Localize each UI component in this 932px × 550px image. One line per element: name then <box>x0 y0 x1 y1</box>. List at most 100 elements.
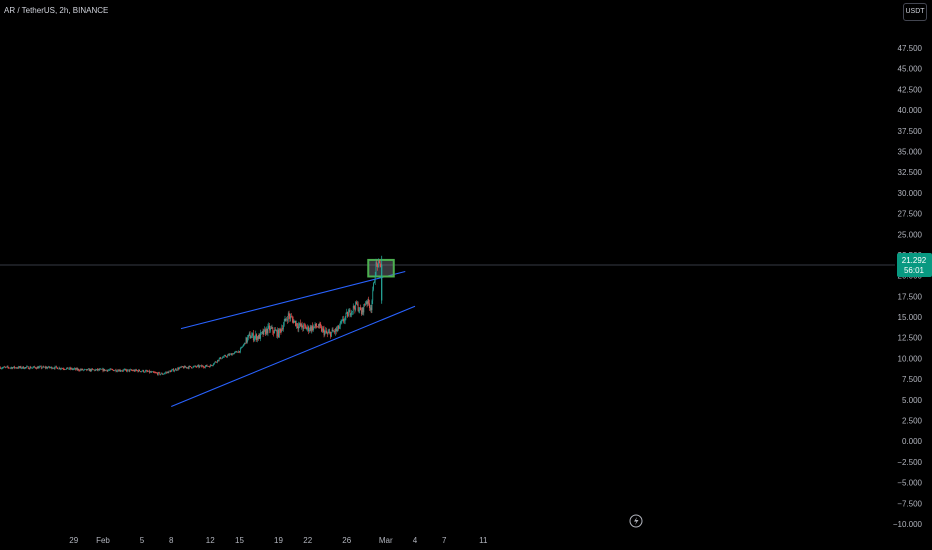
candle-body <box>233 353 235 355</box>
candle-body <box>189 366 191 367</box>
candle-body <box>348 310 350 313</box>
candle-body <box>194 365 196 367</box>
candle-body <box>178 367 180 370</box>
candle-body <box>183 366 185 369</box>
candle-body <box>295 320 296 326</box>
candle-body <box>90 369 92 371</box>
candle-body <box>13 366 15 368</box>
candle-body <box>49 367 51 369</box>
candle-body <box>151 371 153 373</box>
candle-body <box>339 322 341 327</box>
candle-body <box>60 368 62 370</box>
candle-body <box>72 369 74 370</box>
candle-body <box>9 367 11 369</box>
candle-body <box>14 366 15 368</box>
candle-body <box>87 368 89 370</box>
candle-body <box>248 334 249 338</box>
candle-body <box>210 365 212 366</box>
candle-body <box>300 323 302 327</box>
candle-body <box>188 366 190 369</box>
candle-body <box>9 367 10 369</box>
candle-body <box>212 365 214 366</box>
candle-body <box>40 366 41 368</box>
candle-body <box>17 367 19 369</box>
candle-body <box>206 365 208 367</box>
currency-button[interactable]: USDT <box>903 3 927 21</box>
candle-body <box>133 370 135 371</box>
candle-body <box>85 368 87 370</box>
candle-body <box>144 372 145 373</box>
y-tick-label: 15.000 <box>898 313 923 322</box>
candle-body <box>148 370 150 373</box>
candle-body <box>203 366 205 368</box>
candle-body <box>81 368 83 370</box>
candle-body <box>94 369 96 371</box>
candle-body <box>111 369 113 370</box>
lightning-marker[interactable] <box>629 514 643 528</box>
candle-body <box>222 357 223 359</box>
candle-body <box>92 368 93 370</box>
candle-body <box>172 369 174 370</box>
candle-body <box>213 364 214 366</box>
time-axis[interactable]: 29 Feb 5 8 12 15 19 22 26 Mar 4 7 11 <box>69 536 488 545</box>
price-axis[interactable]: 47.500 45.000 42.500 40.000 37.500 35.000 32.5… <box>893 44 923 529</box>
candle-body <box>147 371 149 372</box>
candle-body <box>205 365 207 367</box>
candle-body <box>74 368 76 370</box>
candle-body <box>214 361 216 363</box>
trendlines[interactable] <box>171 258 416 407</box>
lightning-icon[interactable] <box>629 514 643 528</box>
candle-body <box>247 337 249 342</box>
y-tick-label: 47.500 <box>898 44 923 53</box>
candle-body <box>244 342 246 344</box>
candle-body <box>105 369 107 371</box>
candle-body <box>363 304 365 313</box>
candle-body <box>106 370 108 372</box>
candle-body <box>175 368 177 371</box>
candle-body <box>127 369 129 371</box>
lightning-bolt <box>634 517 639 525</box>
candle-body <box>346 312 348 314</box>
candle-body <box>115 369 117 372</box>
x-tick-label: 7 <box>442 536 447 545</box>
candle-body <box>100 369 102 370</box>
candle-body <box>317 327 319 328</box>
candle-body <box>66 368 67 370</box>
candle-body <box>328 331 330 333</box>
candle-body <box>240 347 242 349</box>
candle-body <box>169 370 171 372</box>
x-tick-label: 8 <box>169 536 174 545</box>
candle-body <box>259 334 261 339</box>
candle-body <box>204 366 206 368</box>
candle-body <box>61 368 63 369</box>
candle-body <box>58 367 60 369</box>
candle-body <box>86 368 88 371</box>
candle-body <box>69 367 71 369</box>
candle-body <box>101 368 103 370</box>
candle-body <box>122 370 123 372</box>
candle-body <box>65 369 67 370</box>
candle-body <box>293 320 295 323</box>
bar-countdown-label: 56:01 <box>904 266 925 275</box>
candle-body <box>113 369 114 371</box>
candle-body <box>287 313 289 321</box>
candle-body <box>264 329 266 331</box>
candle-body <box>217 359 218 363</box>
candle-body <box>326 330 327 334</box>
candle-body <box>331 329 333 333</box>
candle-body <box>4 366 6 368</box>
candle-body <box>44 366 46 369</box>
y-tick-label: 7.500 <box>902 375 923 384</box>
candle-body <box>54 366 56 369</box>
candle-body <box>77 368 79 370</box>
candle-body <box>356 301 357 305</box>
candle-body <box>5 367 6 368</box>
candle-body <box>337 325 339 330</box>
candle-body <box>120 370 122 372</box>
candle-body <box>226 356 227 358</box>
candle-body <box>145 370 147 372</box>
candle-body <box>340 321 342 323</box>
candle-body <box>136 370 138 372</box>
candle-body <box>263 329 265 335</box>
